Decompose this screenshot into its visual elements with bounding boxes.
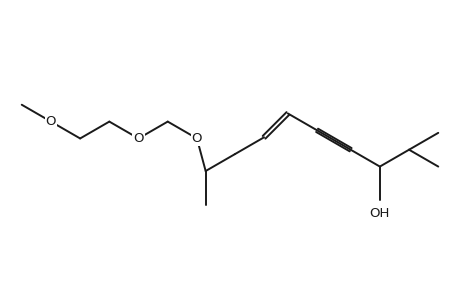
Text: OH: OH xyxy=(369,207,389,220)
Text: O: O xyxy=(191,132,202,145)
Text: O: O xyxy=(133,132,144,145)
Text: O: O xyxy=(45,115,56,128)
